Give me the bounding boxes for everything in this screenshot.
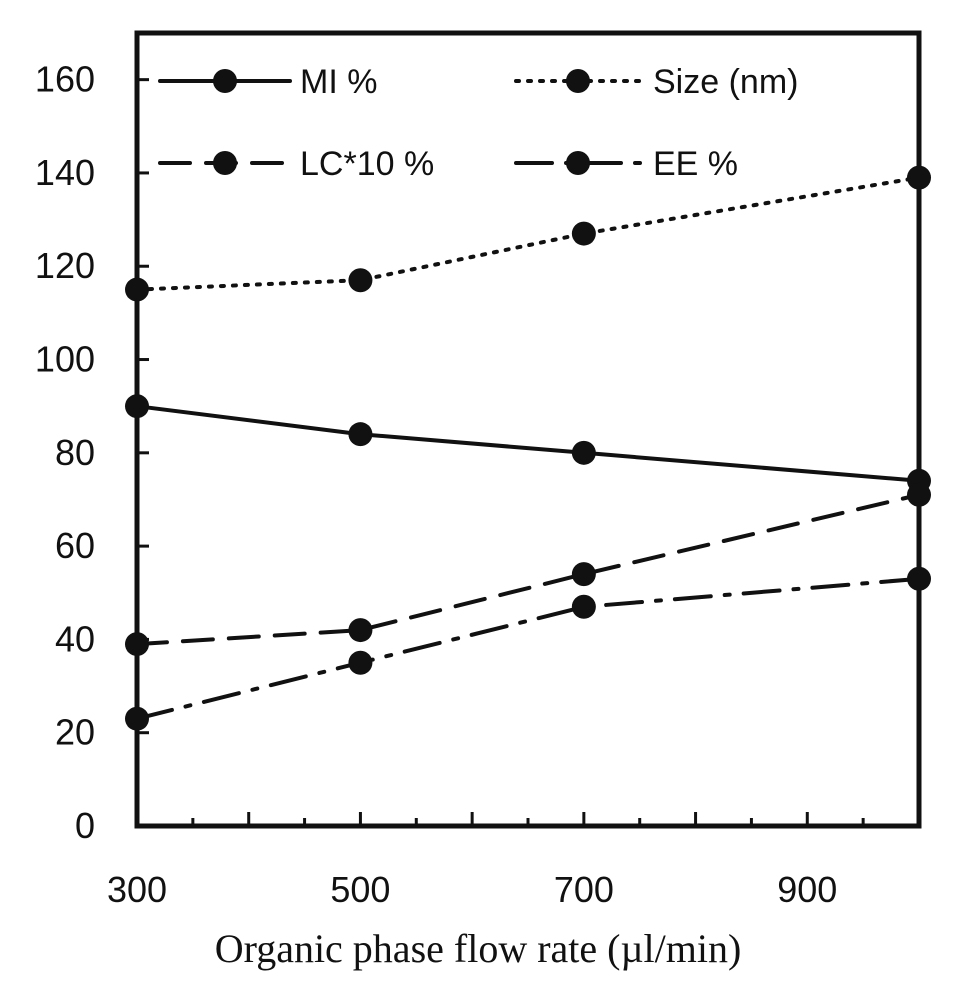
- y-tick-label: 20: [55, 712, 95, 753]
- series-layer: [125, 165, 931, 731]
- series-0: [125, 394, 931, 493]
- series-line: [135, 492, 921, 647]
- y-axis: 0 20 40 60 80 100 120 140 160: [35, 59, 149, 846]
- plot-frame: [134, 30, 922, 829]
- legend-label: LC*10 %: [300, 145, 434, 183]
- legend-marker: [566, 151, 590, 175]
- y-tick-label: 80: [55, 432, 95, 473]
- y-tick-label: 120: [35, 245, 95, 286]
- legend-entry: MI %: [158, 63, 377, 101]
- y-tick-label: 140: [35, 152, 95, 193]
- data-point: [907, 165, 931, 190]
- data-point: [125, 632, 149, 657]
- y-tick-label: 0: [75, 805, 95, 846]
- data-point: [571, 562, 596, 587]
- legend-entry: LC*10 %: [158, 145, 434, 183]
- data-point: [348, 422, 373, 447]
- data-point: [125, 277, 149, 302]
- data-point: [348, 618, 373, 643]
- x-tick-label: 700: [554, 869, 614, 910]
- series-line: [135, 404, 921, 483]
- data-point: [571, 440, 596, 465]
- legend-label: MI %: [300, 63, 377, 101]
- data-point: [907, 482, 931, 507]
- series-line: [135, 576, 921, 721]
- y-tick-label: 100: [35, 339, 95, 380]
- y-tick-label: 40: [55, 618, 95, 659]
- y-tick-label: 160: [35, 59, 95, 100]
- legend-label: Size (nm): [653, 63, 798, 101]
- plot-border: [134, 30, 922, 829]
- data-point: [571, 594, 596, 619]
- legend-marker: [566, 69, 590, 93]
- legend-marker: [213, 69, 237, 93]
- x-axis: 300 500 700 900: [107, 812, 865, 910]
- data-point: [348, 650, 373, 675]
- legend-entry: EE %: [514, 145, 738, 183]
- data-point: [907, 566, 931, 591]
- series-1: [125, 165, 931, 302]
- legend-entry: Size (nm): [514, 63, 798, 101]
- data-point: [571, 221, 596, 246]
- x-axis-title: Organic phase flow rate (µl/min): [215, 926, 742, 971]
- x-tick-label: 300: [107, 869, 167, 910]
- legend-marker: [213, 151, 237, 175]
- data-point: [348, 268, 373, 293]
- legend-label: EE %: [653, 145, 738, 183]
- y-tick-label: 60: [55, 525, 95, 566]
- x-tick-label: 900: [777, 869, 837, 910]
- data-point: [125, 706, 149, 731]
- x-tick-label: 500: [330, 869, 390, 910]
- data-point: [125, 394, 149, 419]
- legend: MI % Size (nm) LC*10 % EE %: [158, 63, 798, 183]
- series-line: [135, 175, 921, 292]
- series-3: [125, 566, 931, 731]
- series-2: [125, 482, 931, 657]
